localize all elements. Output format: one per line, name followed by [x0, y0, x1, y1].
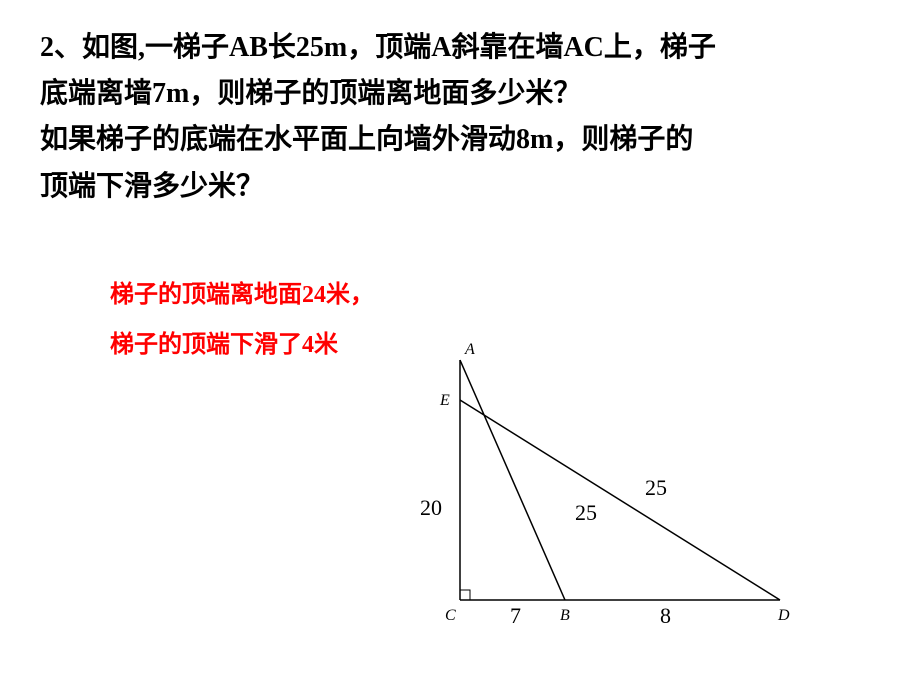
- right-angle-marker: [460, 590, 470, 600]
- svg-text:A: A: [464, 341, 475, 358]
- svg-text:7: 7: [510, 603, 521, 628]
- svg-text:25: 25: [575, 500, 597, 525]
- point-labels: A E C B D: [439, 341, 790, 624]
- answer-block: 梯子的顶端离地面24米， 梯子的顶端下滑了4米: [110, 270, 374, 371]
- diagram-edges: [460, 360, 780, 600]
- answer-line-2: 梯子的顶端下滑了4米: [110, 332, 338, 358]
- side-value-labels: 20 7 8 25 25: [420, 475, 671, 628]
- svg-text:E: E: [439, 392, 450, 409]
- svg-text:B: B: [560, 607, 570, 624]
- svg-text:8: 8: [660, 603, 671, 628]
- svg-text:C: C: [445, 607, 456, 624]
- problem-line-4: 顶端下滑多少米？: [40, 171, 264, 202]
- svg-text:20: 20: [420, 495, 442, 520]
- diagram-svg: A E C B D 20 7 8 25 25: [400, 340, 820, 650]
- answer-line-1: 梯子的顶端离地面24米，: [110, 282, 374, 308]
- problem-line-2: 底端离墙7m，则梯子的顶端离地面多少米？: [40, 78, 581, 109]
- geometry-diagram: A E C B D 20 7 8 25 25: [400, 340, 820, 650]
- problem-text: 2、如图,一梯子AB长25m，顶端A斜靠在墙AC上，梯子 底端离墙7m，则梯子的…: [40, 25, 880, 210]
- problem-line-1: 2、如图,一梯子AB长25m，顶端A斜靠在墙AC上，梯子: [40, 32, 716, 63]
- svg-text:D: D: [777, 607, 790, 624]
- problem-line-3: 如果梯子的底端在水平面上向墙外滑动8m，则梯子的: [40, 124, 693, 155]
- svg-text:25: 25: [645, 475, 667, 500]
